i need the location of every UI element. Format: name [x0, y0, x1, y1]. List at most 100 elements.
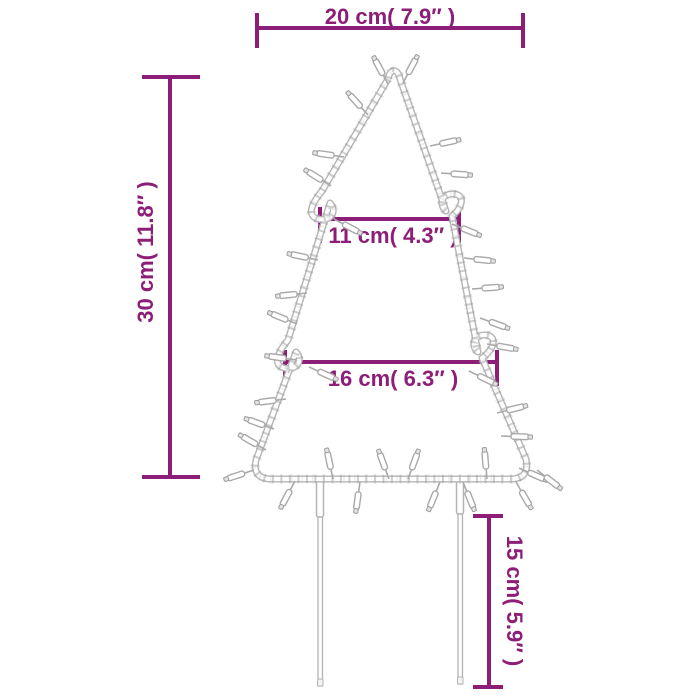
bulb-stem	[263, 424, 275, 430]
bulb-stem	[435, 481, 441, 493]
dimension-label: 16 cm( 6.3″ )	[328, 366, 458, 391]
bulb-cap	[481, 447, 488, 453]
bulb-stem	[440, 172, 453, 175]
bulb-cap	[353, 508, 359, 514]
bulb-cap	[527, 504, 534, 511]
bulb-stem	[295, 292, 308, 295]
dimension-label: 20 cm( 7.9″ )	[325, 4, 455, 29]
bulb-cap	[286, 251, 293, 257]
bulb-body	[438, 137, 459, 147]
light-bulb	[496, 403, 529, 414]
stake-foot	[317, 678, 324, 687]
bulb-body	[473, 255, 493, 265]
bulb-cap	[492, 380, 499, 387]
bulb-cap	[266, 310, 273, 316]
dimension-label: 15 cm( 5.9″ )	[502, 536, 527, 666]
light-bulb	[402, 54, 420, 84]
bulb-stem	[451, 223, 463, 229]
bulb-cap	[512, 346, 519, 352]
stake-rod	[317, 516, 324, 687]
bulb-stem	[471, 287, 484, 290]
bulb-stem	[384, 468, 390, 480]
bulb-body	[481, 450, 490, 470]
bulb-body	[488, 318, 508, 331]
bulb-cap	[476, 232, 483, 238]
light-bulb	[312, 149, 345, 159]
light-bulb	[407, 448, 421, 480]
dimension-top-width: 20 cm( 7.9″ )	[255, 4, 525, 48]
bulb-stem	[518, 467, 530, 474]
stake-sleeve	[455, 480, 465, 515]
light-bulb	[471, 283, 504, 292]
bulb-stem	[286, 319, 298, 325]
dimension-mid-width: 11 cm( 4.3″ )	[318, 207, 461, 248]
light-bulb	[278, 480, 296, 510]
bulb-stem	[479, 317, 491, 323]
bulb-body	[450, 170, 470, 179]
bulb-cap	[426, 506, 432, 513]
bulb-stem	[333, 218, 345, 225]
bulb-cap	[522, 403, 529, 409]
bulb-cap	[356, 229, 363, 236]
light-bulb	[237, 432, 267, 451]
bulb-cap	[527, 434, 534, 440]
bulb-stem	[382, 73, 389, 85]
bulb-cap	[254, 399, 260, 406]
light-bulb	[468, 370, 499, 387]
bulb-stem	[307, 256, 319, 261]
light-bulb	[352, 481, 362, 514]
bulb-cap	[243, 416, 250, 422]
bulb-body	[289, 251, 310, 261]
dimension-label: 30 cm( 11.8″ )	[133, 181, 158, 322]
bulb-stem	[486, 343, 498, 347]
bulb-stem	[462, 481, 468, 493]
ground-stake	[455, 480, 465, 685]
light-bulb	[303, 167, 332, 187]
bulb-cap	[471, 506, 477, 513]
bulb-cap	[467, 172, 473, 178]
light-bulb	[462, 481, 477, 513]
bulb-stem	[243, 469, 255, 475]
bulb-body	[352, 491, 362, 511]
bulb-stem	[402, 72, 409, 84]
bulb-stem	[515, 481, 523, 492]
tree-wire-frame	[250, 65, 532, 484]
light-bulb	[275, 290, 308, 300]
light-bulb	[426, 481, 441, 513]
light-bulb	[308, 366, 339, 382]
bulb-stem	[321, 179, 332, 187]
bulb-cap	[264, 353, 270, 359]
bulb-cap	[237, 432, 244, 439]
bulb-stem	[256, 443, 267, 451]
tree-outline-inner	[253, 68, 529, 482]
bulb-stem	[407, 468, 413, 480]
light-bulb	[286, 251, 319, 261]
bulb-body	[315, 149, 335, 159]
dimension-total-height: 30 cm( 11.8″ )	[133, 75, 200, 479]
light-bulb	[463, 255, 496, 265]
light-bulb	[254, 397, 287, 406]
bulb-stem	[329, 468, 334, 480]
light-bulb	[481, 447, 490, 480]
bulb-cap	[275, 293, 281, 299]
light-bulbs	[223, 54, 564, 514]
tree-outline-outer	[251, 67, 531, 483]
stake-rod	[457, 513, 464, 685]
bulb-cap	[413, 54, 420, 61]
bulb-stem	[332, 154, 345, 158]
bulb-stem	[289, 480, 296, 492]
bulb-cap	[371, 55, 378, 62]
light-bulb	[345, 90, 369, 116]
bulb-body	[481, 283, 501, 292]
dimension-stake-height: 15 cm( 5.9″ )	[473, 514, 527, 689]
bulb-cap	[223, 476, 230, 482]
bulb-body	[246, 416, 266, 429]
bulb-stem	[468, 370, 480, 377]
ground-stakes	[315, 480, 465, 687]
bulb-stem	[357, 481, 361, 494]
ground-stake	[315, 480, 325, 687]
bulb-body	[505, 403, 525, 414]
bulb-cap	[324, 447, 330, 454]
bulb-stem	[536, 469, 547, 478]
